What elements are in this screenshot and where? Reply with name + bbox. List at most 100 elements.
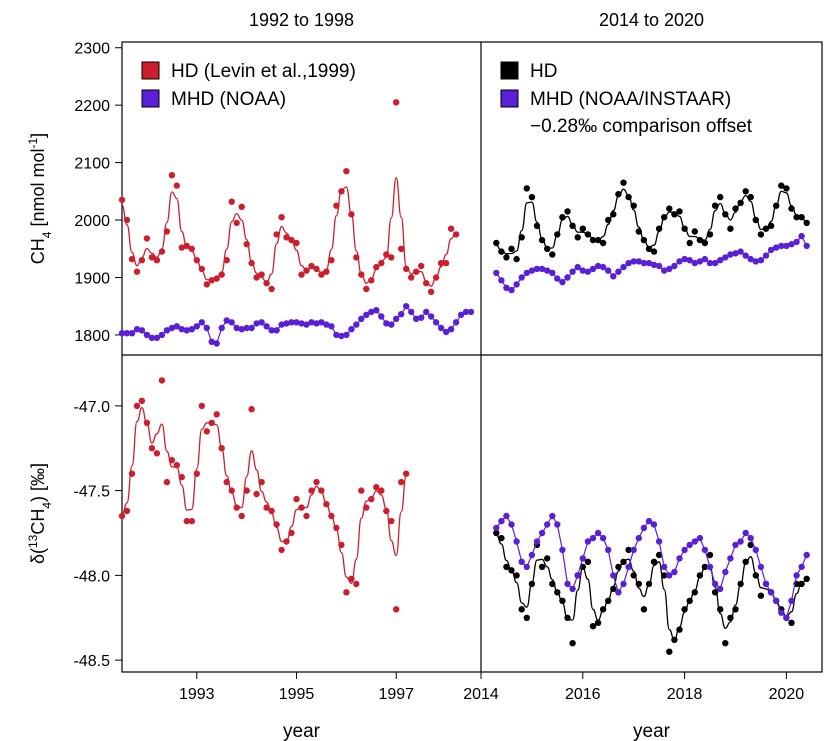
data-point [388,254,395,261]
data-point [594,529,602,537]
data-point [303,321,310,328]
data-point [630,202,637,209]
data-point [803,551,810,559]
data-point [584,231,592,238]
data-point [686,239,693,247]
data-point [298,271,305,278]
data-point [243,487,250,494]
data-point [373,484,380,491]
data-point [544,555,551,562]
data-point [148,334,156,341]
data-point [308,487,315,494]
data-point [513,572,520,579]
data-point [158,331,166,339]
y-tick-label: 1900 [74,270,110,287]
data-point [528,551,536,559]
data-point [183,517,190,525]
data-point [518,274,525,281]
data-point [168,324,176,332]
data-point [579,225,586,232]
data-point [544,521,551,528]
data-point [148,445,156,452]
data-point [498,534,505,542]
data-point [318,319,325,326]
data-point [498,517,505,525]
data-point [278,321,285,328]
data-point [368,277,375,284]
data-point [388,517,395,525]
data-point [203,428,210,435]
data-point [348,575,355,582]
data-point [625,259,632,267]
data-point [173,462,180,469]
series-ch4_early [118,303,475,347]
data-point [378,313,385,320]
plot-frame [121,41,823,673]
data-point [423,280,430,287]
data-point [518,234,525,241]
data-point [278,214,285,221]
data-point [378,487,385,494]
data-point [757,563,765,571]
data-point [328,512,335,520]
data-point [283,234,290,241]
data-point [233,504,240,511]
data-point [503,284,510,291]
data-point [523,269,530,277]
data-point [701,239,709,247]
data-point [752,216,759,224]
x-tick-label: 2018 [667,686,703,703]
data-point [610,273,617,280]
data-point [333,331,340,339]
data-point [363,311,370,318]
data-point [732,205,739,212]
data-point [666,648,673,655]
data-point [163,478,171,486]
data-point [343,589,350,596]
data-point [363,504,370,511]
data-point [503,254,510,261]
data-point [645,259,653,267]
data-point [493,529,500,537]
data-point [238,512,245,520]
data-point [676,626,683,633]
data-point [722,254,729,261]
data-point [513,538,520,545]
data-point [706,231,714,238]
data-point [793,572,800,579]
data-point [793,214,800,221]
data-point [503,563,510,571]
data-point [615,589,622,596]
data-point [696,534,704,542]
data-point [333,524,340,532]
x-tick-label: 1993 [179,686,215,703]
y-tick-label: -47.0 [74,399,111,416]
data-point [333,202,340,209]
y-tick-label: 2100 [74,156,110,173]
data-point [228,198,235,205]
legend-swatch [500,89,519,108]
data-point [213,340,220,347]
data-point [188,245,195,252]
data-point [783,614,790,621]
data-point [228,319,235,326]
data-point [203,281,210,288]
data-point [538,265,546,273]
data-point [778,609,785,616]
data-point [523,614,530,621]
data-point [574,572,581,579]
data-point [193,257,200,264]
data-point [303,267,310,274]
data-point [432,319,440,326]
data-point [691,589,698,596]
data-point [288,529,295,537]
data-point [133,268,141,275]
data-point [722,211,729,218]
data-point [363,285,370,293]
data-point [742,188,749,195]
column-title: 2014 to 2020 [599,10,704,30]
data-point [742,252,749,259]
data-point [661,214,668,221]
data-point [544,267,551,274]
data-point [168,456,176,464]
